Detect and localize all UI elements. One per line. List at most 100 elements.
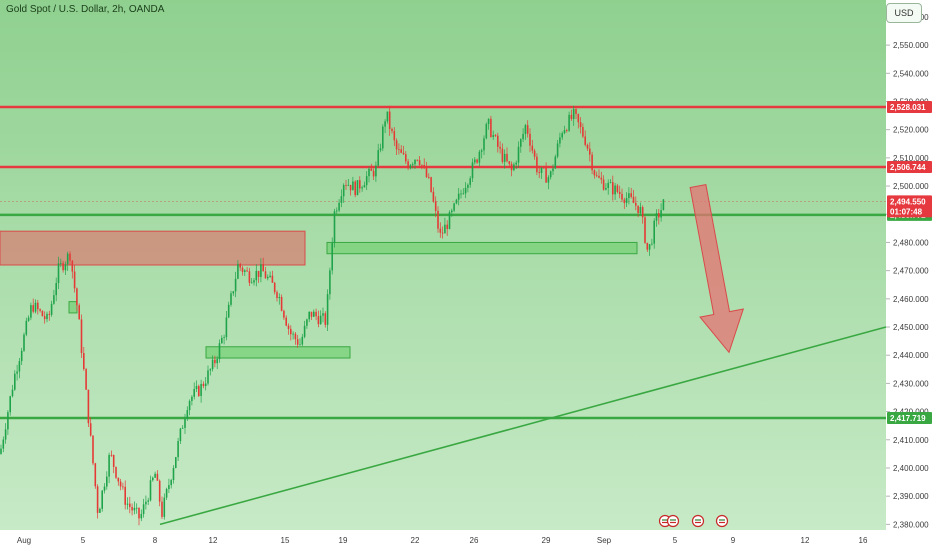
candle-up: [4, 429, 7, 440]
candle-up: [517, 146, 520, 163]
candle-up: [492, 135, 494, 137]
candle-down: [545, 168, 547, 183]
candle-up: [319, 315, 322, 325]
currency-button[interactable]: USD: [886, 3, 922, 23]
candle-up: [614, 185, 616, 195]
candle-down: [400, 149, 402, 153]
candle-up: [333, 211, 336, 244]
candle-down: [161, 501, 163, 517]
demand-zone-small: [68, 301, 78, 314]
candle-down: [296, 339, 299, 345]
candle-up: [253, 280, 255, 283]
trend-line[interactable]: [159, 326, 887, 526]
candle-down: [48, 313, 51, 315]
candle-down: [616, 185, 619, 192]
candle-down: [497, 135, 499, 147]
candle-down: [476, 159, 478, 163]
candle-down: [598, 175, 600, 178]
candle-up: [126, 503, 129, 505]
candle-down: [621, 193, 623, 200]
candle-up: [140, 514, 143, 519]
candle-down: [623, 199, 626, 203]
candle-up: [607, 182, 609, 188]
event-flag-icon[interactable]: [715, 514, 729, 528]
candle-down: [425, 166, 428, 178]
candle-up: [53, 295, 55, 304]
candle-down: [324, 313, 327, 325]
candle-down: [80, 319, 83, 354]
candle-down: [248, 271, 251, 283]
support-price-badge: [887, 412, 932, 425]
candle-up: [216, 359, 218, 364]
x-tick-label: 12: [209, 536, 218, 545]
candle-down: [499, 146, 501, 149]
resistance-price-badge-label: 2,506.744: [890, 163, 926, 172]
candle-down: [575, 109, 577, 114]
candle-down: [531, 145, 534, 151]
candle-up: [18, 361, 21, 372]
candle-down: [388, 111, 391, 129]
candle-up: [172, 467, 175, 481]
event-flag-icon[interactable]: [666, 514, 680, 528]
event-flag-icon[interactable]: [691, 514, 705, 528]
candle-down: [533, 150, 536, 157]
candle-up: [170, 480, 172, 486]
candle-up: [414, 159, 416, 165]
candle-down: [595, 175, 598, 177]
candle-up: [250, 282, 253, 284]
candle-up: [453, 203, 455, 211]
candle-down: [354, 181, 356, 196]
candle-down: [586, 144, 589, 149]
y-tick-label: 2,430.000: [893, 379, 929, 388]
price-axis-panel: [886, 0, 932, 550]
candle-up: [165, 488, 168, 498]
candle-up: [361, 187, 363, 189]
candle-down: [115, 466, 117, 478]
candle-up: [292, 333, 294, 335]
candle-down: [310, 311, 313, 317]
candle-up: [660, 210, 662, 218]
candle-up: [639, 207, 642, 214]
candle-down: [428, 177, 430, 178]
y-tick-label: 2,500.000: [893, 182, 929, 191]
candle-down: [264, 271, 267, 279]
candle-up: [23, 334, 25, 351]
candle-down: [69, 253, 71, 261]
y-tick-label: 2,550.000: [893, 41, 929, 50]
candle-up: [55, 283, 57, 296]
candle-down: [276, 292, 278, 299]
candle-up: [218, 343, 221, 360]
candle-up: [340, 196, 343, 203]
candle-up: [377, 150, 379, 166]
x-tick-label: 9: [731, 536, 736, 545]
candle-up: [303, 325, 306, 337]
candle-down: [582, 127, 584, 137]
candle-down: [510, 163, 513, 171]
candle-down: [87, 389, 90, 424]
candle-up: [9, 396, 11, 413]
candle-down: [637, 205, 639, 214]
candle-up: [331, 243, 333, 271]
candle-up: [30, 305, 32, 318]
candle-up: [563, 130, 566, 134]
candle-up: [225, 317, 228, 338]
candle-down: [112, 455, 115, 467]
candle-up: [207, 370, 209, 384]
candle-up: [101, 490, 103, 509]
y-tick-label: 2,480.000: [893, 238, 929, 247]
candle-up: [211, 359, 214, 370]
candle-up: [145, 501, 147, 505]
candle-up: [0, 448, 2, 454]
candle-down: [494, 135, 497, 136]
demand-zone-mid: [205, 346, 351, 359]
candle-down: [589, 148, 591, 155]
candle-down: [76, 288, 78, 306]
candle-down: [138, 507, 140, 519]
candle-up: [338, 202, 340, 211]
candle-down: [280, 297, 283, 311]
candle-up: [195, 386, 198, 390]
y-tick-label: 2,380.000: [893, 520, 929, 529]
down-arrow-icon[interactable]: [689, 184, 745, 354]
